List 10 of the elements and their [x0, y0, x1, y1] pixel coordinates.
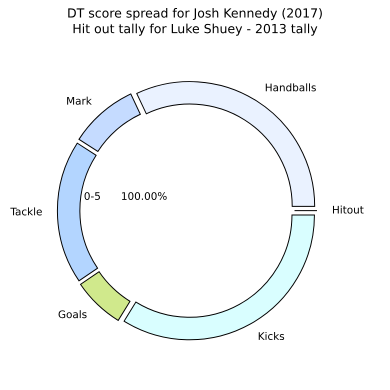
- text: 0-5: [84, 192, 100, 200]
- slice-label: Goals: [58, 310, 87, 318]
- chart-title: DT score spread for Josh Kennedy (2017): [68, 8, 322, 20]
- text: 100.00%: [122, 192, 167, 200]
- slice-label: Mark: [67, 96, 92, 105]
- slice-label: Handballs: [266, 83, 316, 92]
- legend-label: Hitout: [332, 206, 364, 214]
- slice-label: Kicks: [258, 332, 284, 340]
- chart-subtitle: Hit out tally for Luke Shuey - 2013 tally: [74, 24, 318, 36]
- slice-label: Tackle: [10, 207, 42, 216]
